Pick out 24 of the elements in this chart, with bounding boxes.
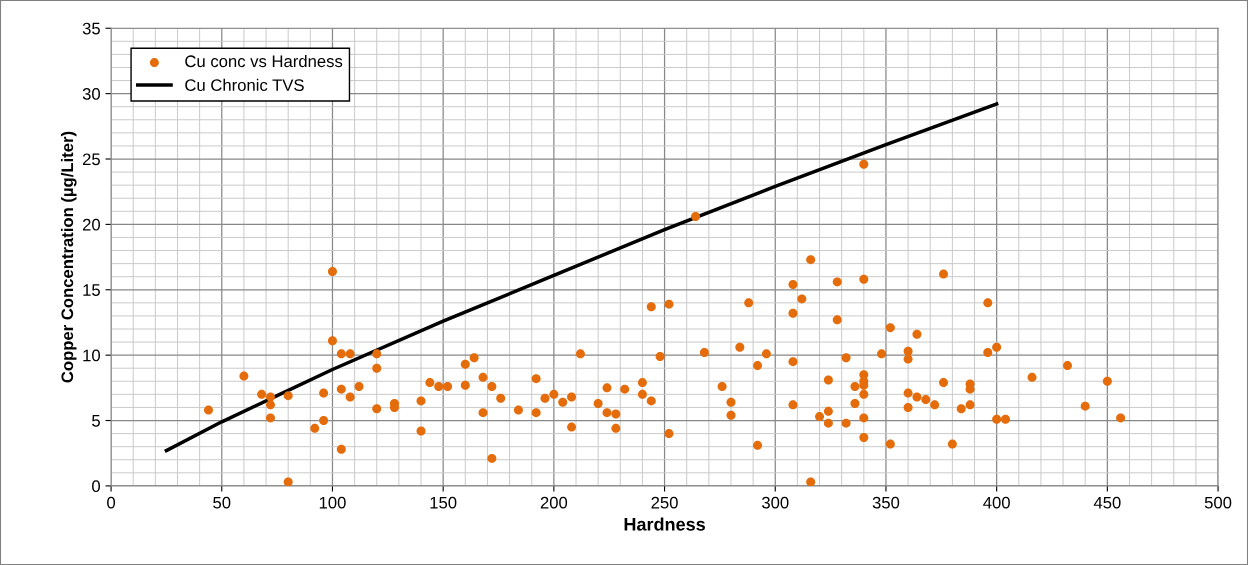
x-tick-label: 400 bbox=[983, 496, 1010, 509]
x-tick-label: 100 bbox=[319, 496, 346, 509]
y-tick-label: 5 bbox=[92, 415, 100, 427]
x-tick-label: 200 bbox=[540, 496, 568, 509]
x-tick-label: 250 bbox=[651, 496, 678, 509]
x-tick-label: 150 bbox=[430, 496, 457, 509]
x-axis-title: Hardness bbox=[624, 517, 705, 531]
y-axis-title: Copper Concentration (µg/Liter) bbox=[60, 131, 77, 383]
legend-label: Cu Chronic TVS bbox=[185, 78, 304, 92]
x-tick-label: 450 bbox=[1093, 496, 1121, 509]
x-tick-label: 50 bbox=[213, 496, 231, 509]
y-tick-label: 20 bbox=[82, 218, 101, 231]
line-series bbox=[164, 102, 999, 453]
x-tick-label: 300 bbox=[761, 496, 789, 509]
x-tick-label: 500 bbox=[1204, 496, 1232, 509]
y-tick-label: 25 bbox=[82, 153, 100, 166]
y-tick-label: 10 bbox=[83, 349, 101, 362]
y-tick-label: 30 bbox=[82, 88, 101, 100]
y-tick-label: 0 bbox=[92, 480, 100, 493]
x-tick-label: 0 bbox=[107, 496, 116, 509]
x-tick-label: 350 bbox=[872, 496, 900, 509]
y-tick-label: 15 bbox=[83, 284, 100, 296]
legend-label: Cu conc vs Hardness bbox=[185, 54, 343, 68]
y-tick-label: 35 bbox=[82, 22, 100, 35]
